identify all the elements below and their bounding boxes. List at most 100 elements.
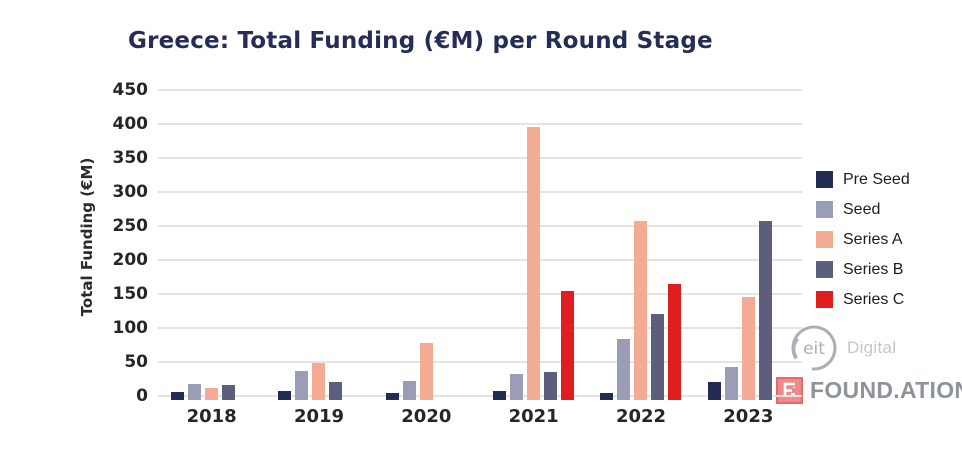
gridline-0 [158, 395, 802, 397]
legend-label-series-a: Series A [843, 230, 903, 248]
gridline-300 [158, 191, 802, 193]
bar-series-c-2022 [668, 284, 682, 400]
bar-slot [542, 90, 559, 400]
gridline-250 [158, 225, 802, 227]
eit-digital-logo: eit Digital [788, 322, 896, 374]
gridline-450 [158, 89, 802, 91]
bar-slot [293, 90, 310, 400]
y-tick-label-350: 350 [112, 148, 149, 168]
y-tick-label-100: 100 [112, 318, 149, 338]
bar-slot [452, 90, 469, 400]
legend-label-pre-seed: Pre Seed [843, 170, 910, 188]
bar-slot [384, 90, 401, 400]
bar-series-a-2020 [419, 342, 433, 400]
bar-group-2020 [373, 90, 480, 400]
bar-group-2018 [158, 90, 265, 400]
legend-item-series-b: Series B [816, 261, 910, 278]
foundation-logo: FOUND.ATION [776, 377, 962, 404]
bar-slot [632, 90, 649, 400]
legend-item-series-c: Series C [816, 291, 910, 308]
y-tick-label-50: 50 [124, 352, 148, 372]
bar-slot [237, 90, 254, 400]
x-tick-label-2023: 2023 [723, 406, 774, 427]
y-tick-label-0: 0 [136, 386, 148, 406]
bar-slot [344, 90, 361, 400]
bar-seed-2022 [617, 338, 631, 400]
x-tick-label-2022: 2022 [615, 406, 667, 427]
bar-series-b-2021 [544, 371, 558, 400]
foundation-f-icon [776, 377, 803, 404]
bar-slot [723, 90, 740, 400]
bar-group-2021 [480, 90, 587, 400]
chart-title: Greece: Total Funding (€M) per Round Sta… [128, 28, 713, 54]
bar-slot [508, 90, 525, 400]
legend-swatch-series-b [816, 261, 833, 278]
legend-label-seed: Seed [843, 200, 881, 218]
eit-digital-wordmark: Digital [847, 338, 897, 357]
bar-slot [649, 90, 666, 400]
bar-slot [559, 90, 576, 400]
bar-slot [706, 90, 723, 400]
gridline-100 [158, 327, 802, 329]
bar-series-a-2018 [205, 387, 219, 400]
bar-slot [740, 90, 757, 400]
gridline-200 [158, 259, 802, 261]
legend-label-series-c: Series C [843, 290, 905, 308]
y-tick-label-450: 450 [112, 80, 149, 100]
legend-item-series-a: Series A [816, 231, 910, 248]
legend-swatch-seed [816, 201, 833, 218]
bar-pre-seed-2023 [707, 382, 721, 400]
eit-circle-icon: eit [791, 325, 837, 371]
bar-slot [525, 90, 542, 400]
gridline-350 [158, 157, 802, 159]
bar-slot [435, 90, 452, 400]
legend-label-series-b: Series B [843, 260, 904, 278]
bar-group-2019 [265, 90, 372, 400]
bar-pre-seed-2020 [385, 393, 399, 400]
bar-series-b-2023 [758, 220, 772, 400]
bar-slot [220, 90, 237, 400]
legend-swatch-series-a [816, 231, 833, 248]
bar-pre-seed-2018 [171, 391, 185, 400]
bar-seed-2020 [402, 381, 416, 400]
bar-series-a-2021 [527, 127, 541, 400]
y-tick-label-250: 250 [112, 216, 149, 236]
gridline-50 [158, 361, 802, 363]
plot-area: 450 400 350 300 250 200 150 100 50 0 [113, 80, 802, 406]
bar-series-b-2019 [329, 381, 343, 400]
bar-slot [757, 90, 774, 400]
bar-pre-seed-2021 [493, 391, 507, 400]
bar-seed-2019 [295, 370, 309, 400]
x-tick-label-2018: 2018 [186, 406, 237, 427]
bar-seed-2023 [724, 367, 738, 400]
bar-series-a-2023 [741, 297, 755, 400]
bar-slot [401, 90, 418, 400]
legend-item-pre-seed: Pre Seed [816, 171, 910, 188]
bar-slot [276, 90, 293, 400]
legend: Pre Seed Seed Series A Series B Series C [816, 171, 910, 308]
legend-swatch-series-c [816, 291, 833, 308]
eit-mark-text: eit [803, 339, 825, 359]
bar-slot [774, 90, 791, 400]
x-tick-label-2020: 2020 [401, 406, 452, 427]
bar-slot [169, 90, 186, 400]
bar-slot [418, 90, 435, 400]
bar-slot [203, 90, 220, 400]
bar-slot [598, 90, 615, 400]
bar-slot [310, 90, 327, 400]
y-tick-label-200: 200 [112, 250, 149, 270]
bar-slot [491, 90, 508, 400]
legend-swatch-pre-seed [816, 171, 833, 188]
bar-slot [615, 90, 632, 400]
bar-slot [666, 90, 683, 400]
bar-group-2022 [587, 90, 694, 400]
x-tick-label-2021: 2021 [508, 406, 559, 427]
gridline-400 [158, 123, 802, 125]
y-tick-label-400: 400 [112, 114, 149, 134]
bar-seed-2021 [510, 374, 524, 400]
gridline-150 [158, 293, 802, 295]
bar-series-a-2019 [312, 363, 326, 400]
bar-pre-seed-2019 [278, 390, 292, 400]
bar-slot [186, 90, 203, 400]
y-tick-label-150: 150 [112, 284, 149, 304]
